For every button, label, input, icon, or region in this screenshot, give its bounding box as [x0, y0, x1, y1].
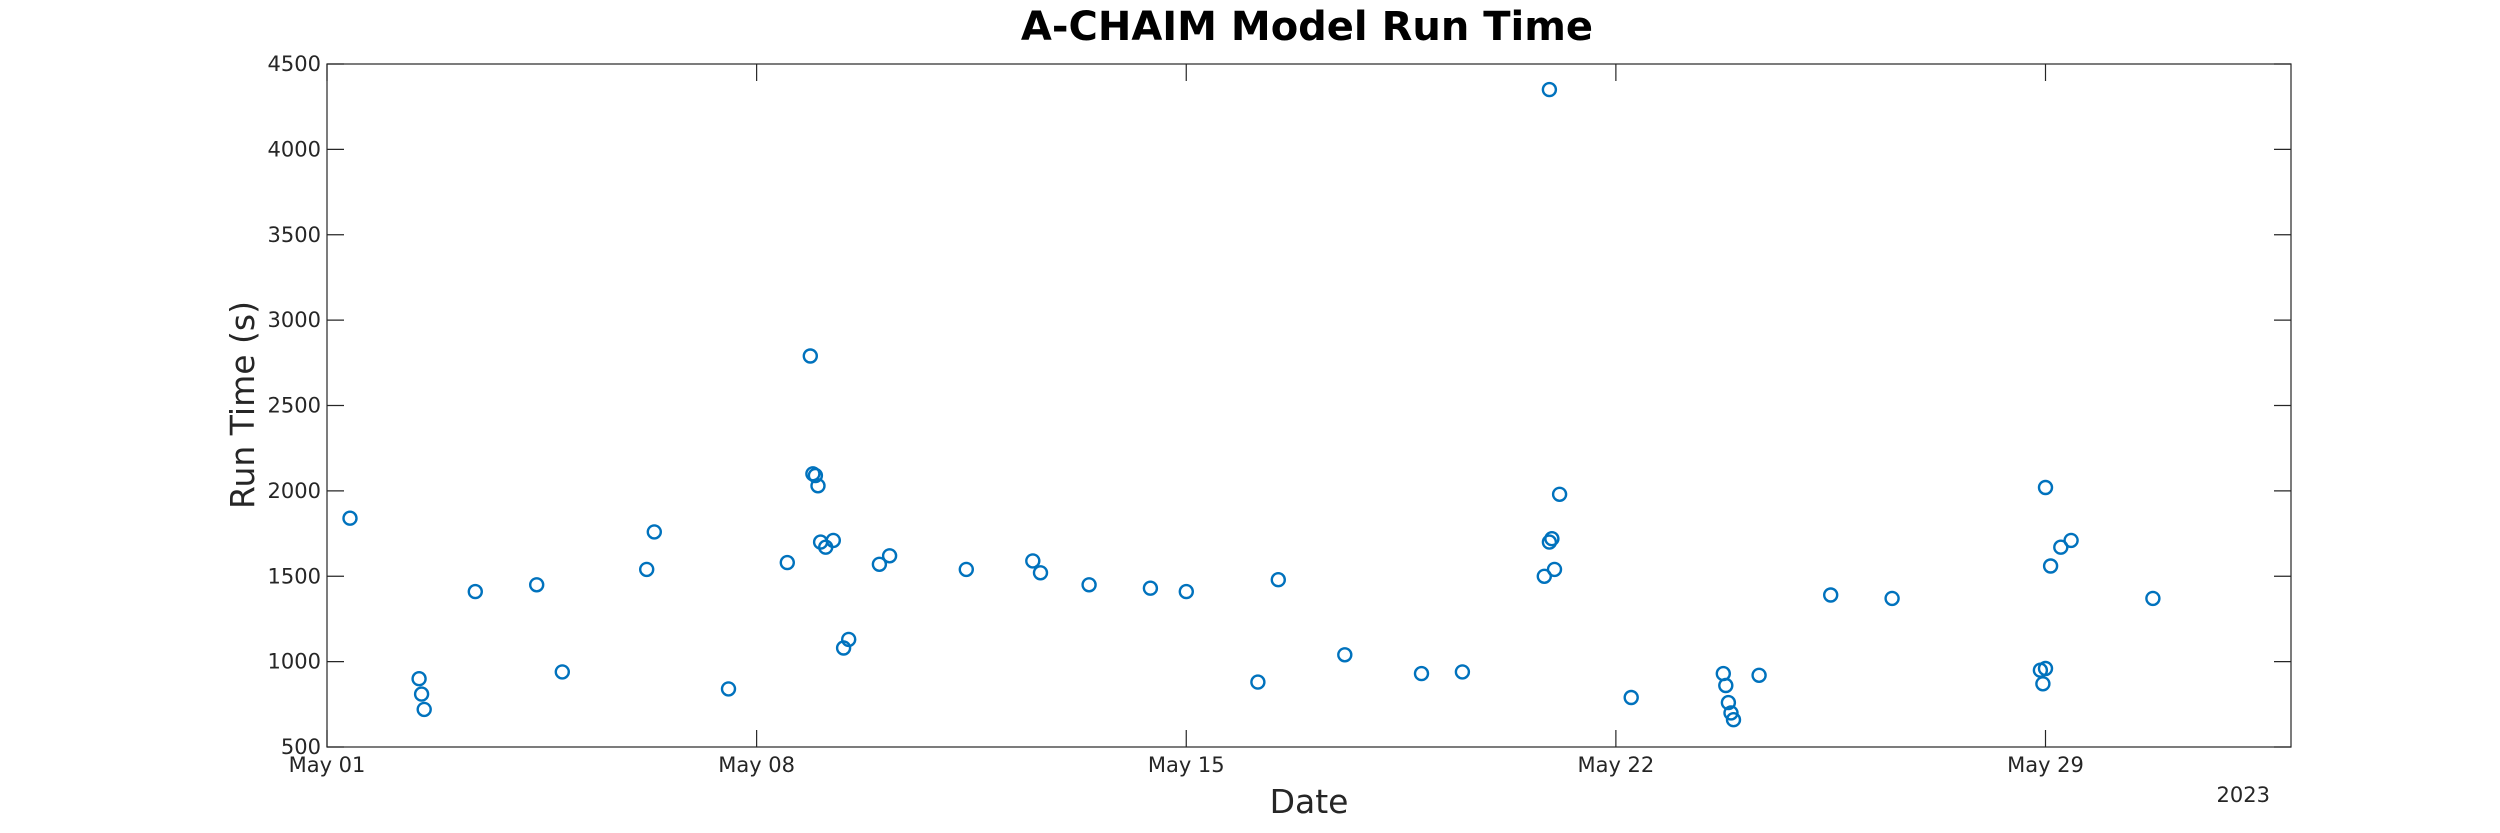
x-tick-label: May 29 [2007, 753, 2084, 777]
data-point [1270, 572, 1287, 588]
y-tick-label: 4000 [268, 137, 321, 161]
x-axis-ticks: May 01 May 08 May 15 May 22 May 29 [289, 64, 2084, 777]
x-axis-year-label: 2023 [2217, 783, 2270, 807]
y-axis-ticks: 500 1000 1500 2000 2500 3000 3500 4000 4500 [268, 52, 2291, 759]
data-point [807, 467, 824, 484]
data-point [1541, 534, 1558, 550]
data-point [554, 664, 570, 680]
data-point [810, 478, 826, 494]
y-tick-label: 4500 [268, 52, 321, 76]
data-point [1142, 580, 1159, 596]
y-tick-label: 500 [281, 735, 321, 759]
data-point [2063, 532, 2079, 549]
data-point [1725, 712, 1742, 728]
y-tick-label: 1500 [268, 564, 321, 588]
data-point [1544, 531, 1560, 547]
data-point [1032, 565, 1049, 581]
data-point [413, 686, 430, 702]
data-point [416, 701, 432, 718]
x-tick-label: May 01 [289, 753, 366, 777]
data-point [958, 561, 974, 578]
data-point [1337, 647, 1353, 663]
data-point [802, 348, 818, 364]
data-point [1250, 674, 1266, 690]
y-tick-label: 2000 [268, 479, 321, 503]
data-point [467, 583, 483, 600]
data-point [2037, 479, 2054, 496]
data-point [646, 524, 662, 540]
y-tick-label: 1000 [268, 650, 321, 674]
data-point [342, 510, 358, 526]
data-point [871, 556, 888, 572]
data-point [1546, 561, 1563, 578]
data-point [1723, 705, 1739, 721]
x-tick-label: May 15 [1148, 753, 1225, 777]
data-point [1623, 689, 1639, 706]
data-point [1536, 568, 1553, 584]
y-tick-label: 3500 [268, 223, 321, 247]
data-point [1551, 486, 1568, 502]
data-point [1541, 81, 1558, 98]
data-point [1720, 694, 1737, 711]
data-point [639, 561, 655, 578]
data-point [2145, 590, 2161, 607]
data-point [841, 631, 857, 648]
data-point [411, 671, 427, 687]
y-axis-label: Run Time (s) [223, 301, 262, 509]
data-point [1718, 677, 1734, 694]
data-points [342, 81, 2161, 728]
data-point [720, 681, 737, 697]
chart-title: A-CHAIM Model Run Time [1021, 4, 1593, 50]
data-point [1081, 577, 1097, 593]
data-point [2042, 558, 2059, 574]
data-point [779, 554, 795, 571]
data-point [825, 532, 841, 549]
x-tick-label: May 22 [1577, 753, 1654, 777]
data-point [2053, 539, 2069, 555]
data-point [1454, 664, 1471, 680]
x-tick-label: May 08 [718, 753, 795, 777]
data-point [1025, 553, 1041, 569]
data-point [1178, 583, 1195, 600]
data-point [2037, 660, 2054, 677]
data-point [1884, 590, 1900, 607]
y-tick-label: 3000 [268, 308, 321, 332]
y-tick-label: 2500 [268, 394, 321, 418]
data-point [2035, 676, 2051, 692]
data-point [1751, 667, 1767, 683]
data-point [1822, 587, 1839, 603]
data-point [529, 577, 545, 593]
x-axis-label: Date [1270, 782, 1349, 821]
data-point [881, 548, 898, 564]
data-point [1413, 665, 1430, 682]
